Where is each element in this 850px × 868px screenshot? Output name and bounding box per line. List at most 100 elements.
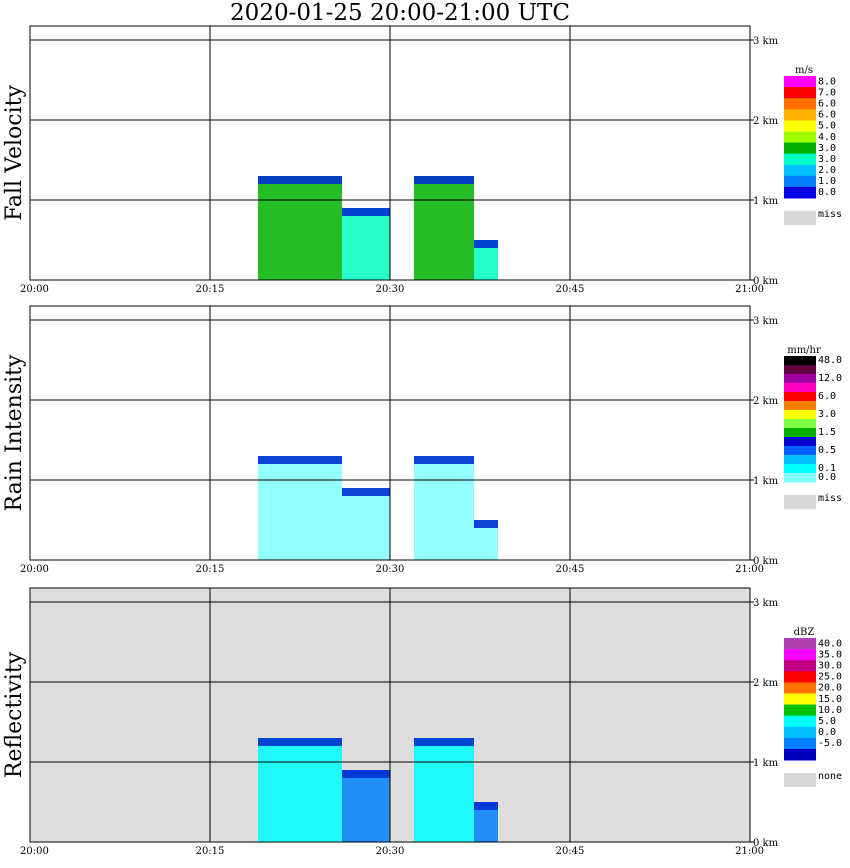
colorbar-swatch <box>784 175 816 188</box>
colorbar-label: 3.0 <box>818 409 836 420</box>
echo-top-layer <box>414 456 474 464</box>
y-tick-label: 0 km <box>753 276 779 287</box>
plot-frame <box>29 587 751 843</box>
y-tick-label: 1 km <box>753 476 779 487</box>
colorbar-swatch <box>784 365 816 375</box>
colorbar-label: 5.0 <box>818 121 836 132</box>
colorbar-swatch <box>784 374 816 384</box>
echo-top-layer <box>258 456 342 464</box>
x-tick-label: 20:30 <box>376 284 405 295</box>
colorbar-swatch <box>784 638 816 650</box>
colorbar-label: 6.0 <box>818 110 836 121</box>
colorbar-swatch <box>784 671 816 683</box>
echo-cell <box>414 738 474 842</box>
echo-top-layer <box>474 520 498 528</box>
colorbar-swatch <box>784 715 816 728</box>
colorbar-label: 8.0 <box>818 76 836 87</box>
echo-cell <box>258 176 342 280</box>
colorbar-swatch <box>784 773 816 787</box>
x-tick-label: 20:45 <box>556 564 585 575</box>
y-tick-label: 3 km <box>753 598 779 609</box>
colorbar-label: 20.0 <box>818 683 842 694</box>
colorbar-swatch <box>784 726 816 739</box>
colorbar-swatch <box>784 120 816 132</box>
colorbar-swatch <box>784 704 816 717</box>
colorbar-swatch <box>784 392 816 402</box>
echo-cell <box>258 456 342 560</box>
x-tick-label: 20:30 <box>376 846 405 857</box>
echo-cell <box>342 770 390 842</box>
panel-rain-intensity: 0 km 1 km 2 km 3 km 20:00 20:15 20:30 20:45 21:0… <box>2 305 842 575</box>
colorbar-swatch <box>784 428 816 438</box>
colorbar-swatch <box>784 495 816 509</box>
colorbar-label: 6.0 <box>818 391 836 402</box>
y-tick-label: 2 km <box>753 116 779 127</box>
echo-cell <box>342 208 390 280</box>
colorbar-swatch <box>784 109 816 121</box>
colorbar-swatch <box>784 401 816 411</box>
x-tick-label: 20:15 <box>196 846 225 857</box>
colorbar-label: 25.0 <box>818 672 842 683</box>
colorbar-swatch <box>784 455 816 465</box>
colorbar-swatch <box>784 682 816 694</box>
x-tick-label: 20:30 <box>376 564 405 575</box>
colorbar-label: 12.0 <box>818 373 842 384</box>
colorbar-unit: dBZ <box>794 627 815 638</box>
plot-frame <box>29 25 751 281</box>
colorbar-label: miss <box>818 493 842 504</box>
colorbar-swatch <box>784 437 816 447</box>
plot-frame <box>29 305 751 561</box>
colorbar-swatch <box>784 748 816 761</box>
colorbar-unit: mm/hr <box>787 345 821 356</box>
panel-ylabel: Fall Velocity <box>2 85 27 221</box>
colorbar-swatch <box>784 473 816 483</box>
echo-cell <box>342 488 390 560</box>
colorbar-label: 0.0 <box>818 472 836 483</box>
echo-top-layer <box>342 488 390 496</box>
panel-ylabel: Rain Intensity <box>2 354 27 511</box>
colorbar-label: 35.0 <box>818 649 842 660</box>
colorbar-label: 10.0 <box>818 705 842 716</box>
colorbar-swatch <box>784 153 816 166</box>
colorbar-swatch <box>784 142 816 155</box>
y-tick-label: 3 km <box>753 316 779 327</box>
y-tick-label: 2 km <box>753 396 779 407</box>
colorbar-swatch <box>784 693 816 706</box>
y-tick-label: 1 km <box>753 758 779 769</box>
echo-cell <box>414 176 474 280</box>
panel-ylabel: Reflectivity <box>2 651 27 778</box>
colorbar-label: 4.0 <box>818 132 836 143</box>
y-tick-label: 2 km <box>753 678 779 689</box>
colorbar-label: 3.0 <box>818 154 836 165</box>
colorbar-label: 48.0 <box>818 355 842 366</box>
colorbar-swatch <box>784 737 816 750</box>
colorbar-label: 2.0 <box>818 165 836 176</box>
colorbar-label: 7.0 <box>818 87 836 98</box>
echo-top-layer <box>474 802 498 810</box>
echo-top-layer <box>414 176 474 184</box>
colorbar-label: 6.0 <box>818 99 836 110</box>
x-tick-label: 21:00 <box>735 564 764 575</box>
colorbar-label: 0.0 <box>818 727 836 738</box>
x-tick-label: 20:45 <box>556 846 585 857</box>
x-tick-label: 20:15 <box>196 284 225 295</box>
x-tick-label: 20:15 <box>196 564 225 575</box>
colorbar-swatch <box>784 131 816 144</box>
colorbar-label: none <box>818 771 842 782</box>
colorbar-swatch <box>784 649 816 661</box>
colorbar-swatch <box>784 446 816 456</box>
x-tick-label: 20:00 <box>20 846 49 857</box>
chart-title: 2020-01-25 20:00-21:00 UTC <box>230 0 570 26</box>
echo-cell <box>414 456 474 560</box>
y-tick-label: 0 km <box>753 556 779 567</box>
echo-top-layer <box>258 738 342 746</box>
colorbar-label: 0.1 <box>818 463 836 474</box>
colorbar-label: 40.0 <box>818 638 842 649</box>
y-tick-label: 1 km <box>753 196 779 207</box>
colorbar-label: 3.0 <box>818 143 836 154</box>
colorbar-label: 0.0 <box>818 187 836 198</box>
echo-top-layer <box>474 240 498 248</box>
colorbar-swatch <box>784 410 816 420</box>
x-tick-label: 20:00 <box>20 564 49 575</box>
